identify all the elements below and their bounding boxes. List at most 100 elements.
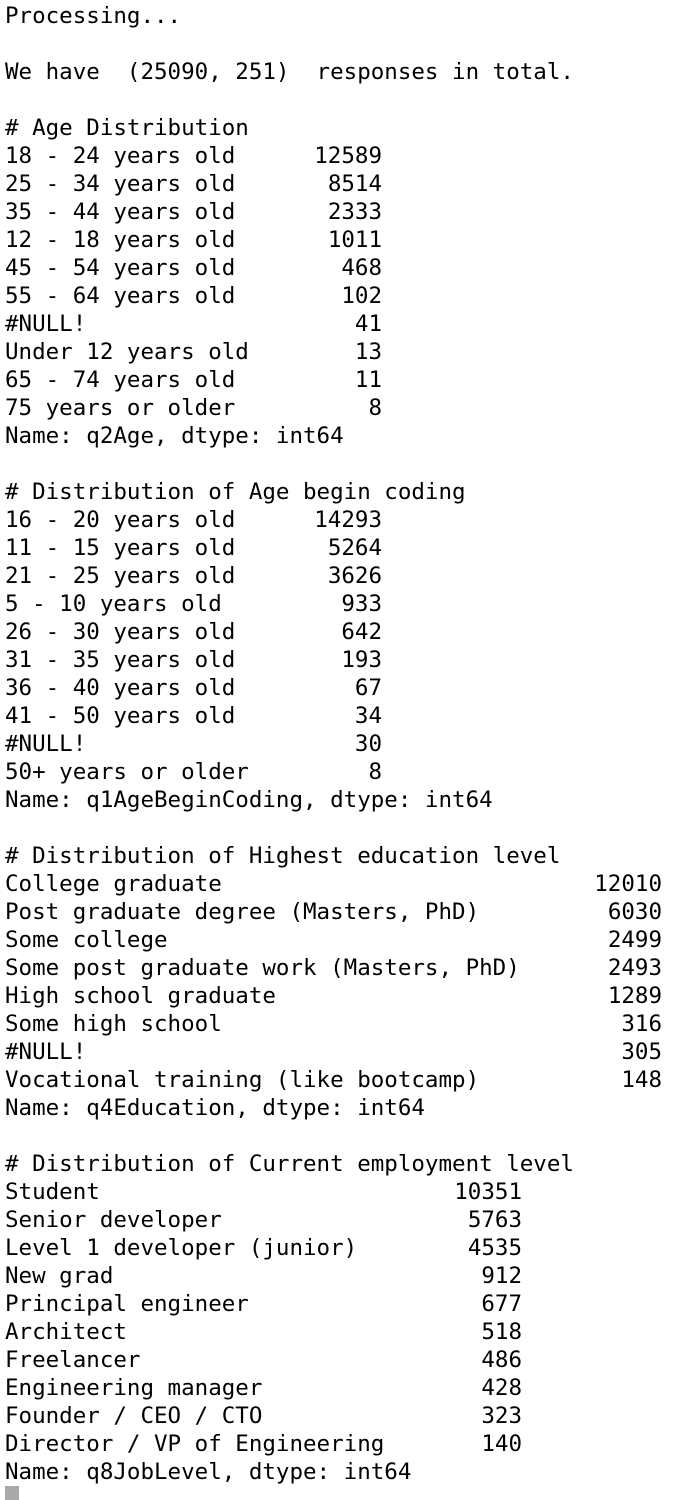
count-value: 8 bbox=[368, 759, 382, 785]
category-label: Freelancer bbox=[5, 1347, 141, 1373]
category-label: High school graduate bbox=[5, 983, 276, 1009]
category-label: College graduate bbox=[5, 871, 222, 897]
count-row: #NULL! 41 bbox=[5, 310, 680, 338]
count-row: Some post graduate work (Masters, PhD) 24… bbox=[5, 954, 680, 982]
category-label: #NULL! bbox=[5, 311, 87, 337]
series-footer: Name: q1AgeBeginCoding, dtype: int64 bbox=[5, 787, 493, 813]
series-footer: Name: q4Education, dtype: int64 bbox=[5, 1095, 425, 1121]
count-value: 486 bbox=[481, 1347, 522, 1373]
category-label: Founder / CEO / CTO bbox=[5, 1403, 263, 1429]
category-label: Architect bbox=[5, 1319, 127, 1345]
count-value: 34 bbox=[354, 703, 382, 729]
category-label: Vocational training (like bootcamp) bbox=[5, 1067, 480, 1093]
count-row: 12 - 18 years old 1011 bbox=[5, 226, 680, 254]
count-row: 26 - 30 years old 642 bbox=[5, 618, 680, 646]
count-value: 428 bbox=[481, 1375, 522, 1401]
count-row: 35 - 44 years old 2333 bbox=[5, 198, 680, 226]
processing-line: Processing... bbox=[5, 3, 182, 29]
category-label: Some college bbox=[5, 927, 168, 953]
category-label: 41 - 50 years old bbox=[5, 703, 236, 729]
count-row: College graduate 12010 bbox=[5, 870, 680, 898]
count-row: Some college 2499 bbox=[5, 926, 680, 954]
count-value: 323 bbox=[481, 1403, 522, 1429]
value-counts: 18 - 24 years old 12589 25 - 34 years old 8… bbox=[5, 142, 680, 422]
count-row: Level 1 developer (junior) 4535 bbox=[5, 1234, 680, 1262]
blank-line bbox=[5, 30, 680, 58]
blank-line bbox=[5, 86, 680, 114]
category-label: #NULL! bbox=[5, 1039, 87, 1065]
blank-line bbox=[5, 814, 680, 842]
count-row: Vocational training (like bootcamp) 148 bbox=[5, 1066, 680, 1094]
count-row: Under 12 years old 13 bbox=[5, 338, 680, 366]
category-label: 55 - 64 years old bbox=[5, 283, 236, 309]
series-footer: Name: q8JobLevel, dtype: int64 bbox=[5, 1459, 412, 1485]
category-label: Principal engineer bbox=[5, 1291, 249, 1317]
count-row: New grad 912 bbox=[5, 1262, 680, 1290]
count-value: 5763 bbox=[467, 1207, 522, 1233]
category-label: 5 - 10 years old bbox=[5, 591, 222, 617]
age-distribution-section: # Age Distribution 18 - 24 years old 1258… bbox=[5, 114, 680, 450]
category-label: 25 - 34 years old bbox=[5, 171, 236, 197]
count-row: #NULL! 30 bbox=[5, 730, 680, 758]
count-row: 55 - 64 years old 102 bbox=[5, 282, 680, 310]
count-value: 67 bbox=[354, 675, 382, 701]
category-label: 26 - 30 years old bbox=[5, 619, 236, 645]
category-label: New grad bbox=[5, 1263, 114, 1289]
value-counts: 16 - 20 years old 14293 11 - 15 years old 5… bbox=[5, 506, 680, 786]
count-value: 148 bbox=[621, 1067, 662, 1093]
count-value: 5264 bbox=[327, 535, 382, 561]
series-footer: Name: q2Age, dtype: int64 bbox=[5, 423, 344, 449]
category-label: 16 - 20 years old bbox=[5, 507, 236, 533]
count-row: Director / VP of Engineering 140 bbox=[5, 1430, 680, 1458]
count-value: 10351 bbox=[454, 1179, 522, 1205]
category-label: 18 - 24 years old bbox=[5, 143, 236, 169]
employment-level-section: # Distribution of Current employment lev… bbox=[5, 1150, 680, 1486]
count-value: 518 bbox=[481, 1319, 522, 1345]
count-value: 642 bbox=[341, 619, 382, 645]
count-row: 21 - 25 years old 3626 bbox=[5, 562, 680, 590]
category-label: 35 - 44 years old bbox=[5, 199, 236, 225]
category-label: 65 - 74 years old bbox=[5, 367, 236, 393]
count-row: Architect 518 bbox=[5, 1318, 680, 1346]
count-value: 11 bbox=[354, 367, 382, 393]
category-label: 45 - 54 years old bbox=[5, 255, 236, 281]
count-row: 45 - 54 years old 468 bbox=[5, 254, 680, 282]
category-label: 75 years or older bbox=[5, 395, 236, 421]
count-value: 2499 bbox=[607, 927, 662, 953]
count-value: 305 bbox=[621, 1039, 662, 1065]
category-label: Engineering manager bbox=[5, 1375, 263, 1401]
count-value: 14293 bbox=[314, 507, 382, 533]
count-row: High school graduate 1289 bbox=[5, 982, 680, 1010]
age-begin-coding-section: # Distribution of Age begin coding 16 - … bbox=[5, 478, 680, 814]
category-label: 12 - 18 years old bbox=[5, 227, 236, 253]
terminal-output: Processing... We have (25090, 251) respo… bbox=[5, 2, 680, 1500]
count-value: 41 bbox=[354, 311, 382, 337]
count-row: 18 - 24 years old 12589 bbox=[5, 142, 680, 170]
count-value: 2333 bbox=[327, 199, 382, 225]
count-value: 912 bbox=[481, 1263, 522, 1289]
count-value: 4535 bbox=[467, 1235, 522, 1261]
section-heading: # Distribution of Age begin coding bbox=[5, 479, 466, 505]
terminal-cursor-icon bbox=[5, 1486, 19, 1500]
category-label: 11 - 15 years old bbox=[5, 535, 236, 561]
count-row: 75 years or older 8 bbox=[5, 394, 680, 422]
category-label: 50+ years or older bbox=[5, 759, 249, 785]
education-level-section: # Distribution of Highest education leve… bbox=[5, 842, 680, 1122]
section-heading: # Age Distribution bbox=[5, 115, 249, 141]
category-label: 36 - 40 years old bbox=[5, 675, 236, 701]
category-label: Some high school bbox=[5, 1011, 222, 1037]
category-label: Post graduate degree (Masters, PhD) bbox=[5, 899, 480, 925]
category-label: #NULL! bbox=[5, 731, 87, 757]
count-row: Senior developer 5763 bbox=[5, 1206, 680, 1234]
category-label: 31 - 35 years old bbox=[5, 647, 236, 673]
blank-line bbox=[5, 450, 680, 478]
count-value: 8514 bbox=[327, 171, 382, 197]
count-row: 5 - 10 years old 933 bbox=[5, 590, 680, 618]
count-value: 468 bbox=[341, 255, 382, 281]
category-label: Director / VP of Engineering bbox=[5, 1431, 385, 1457]
count-row: #NULL! 305 bbox=[5, 1038, 680, 1066]
count-row: Post graduate degree (Masters, PhD) 6030 bbox=[5, 898, 680, 926]
section-heading: # Distribution of Highest education leve… bbox=[5, 843, 561, 869]
category-label: Senior developer bbox=[5, 1207, 222, 1233]
count-row: 11 - 15 years old 5264 bbox=[5, 534, 680, 562]
